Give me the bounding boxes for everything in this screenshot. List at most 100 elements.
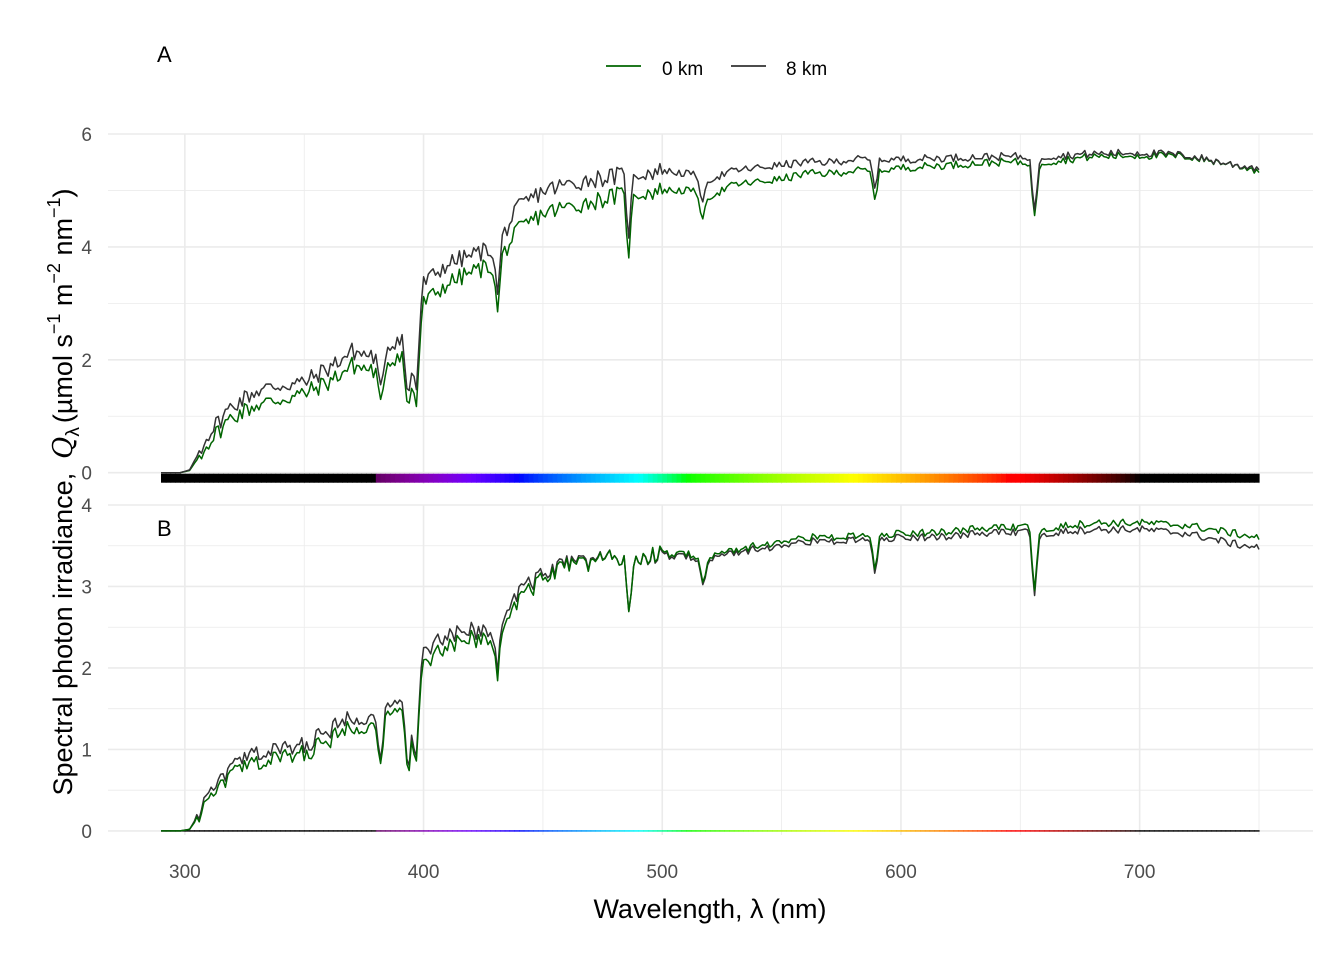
colorbar-segment	[461, 830, 468, 832]
colorbar-segment	[342, 473, 348, 483]
colorbar-segment	[710, 473, 716, 483]
colorbar-segment	[1196, 830, 1203, 832]
colorbar-segment	[1115, 473, 1122, 483]
colorbar-segment	[194, 473, 200, 483]
colorbar-segment	[332, 473, 339, 483]
colorbar-segment	[1187, 473, 1193, 483]
colorbar-segment	[810, 830, 816, 832]
colorbar-segment	[853, 473, 859, 483]
colorbar-segment	[838, 830, 845, 832]
colorbar-segment	[375, 830, 382, 832]
colorbar-segment	[299, 830, 305, 832]
colorbar-segment	[657, 473, 663, 483]
colorbar-segment	[256, 830, 262, 832]
y-axis-symbol: Q	[48, 437, 79, 459]
colorbar-segment	[752, 830, 759, 832]
colorbar-segment	[1187, 830, 1193, 832]
colorbar-segment	[304, 830, 310, 832]
colorbar-segment	[1130, 830, 1136, 832]
colorbar-segment	[1111, 830, 1117, 832]
colorbar-segment	[227, 473, 234, 483]
colorbar-segment	[700, 473, 706, 483]
colorbar-segment	[533, 830, 539, 832]
colorbar-segment	[356, 830, 363, 832]
colorbar-segment	[237, 830, 243, 832]
colorbar-segment	[294, 473, 301, 483]
colorbar-segment	[690, 473, 697, 483]
colorbar-segment	[390, 473, 396, 483]
colorbar-segment	[748, 473, 754, 483]
colorbar-segment	[1196, 473, 1203, 483]
colorbar-segment	[1072, 830, 1079, 832]
colorbar-segment	[877, 830, 883, 832]
colorbar-segment	[566, 473, 573, 483]
colorbar-segment	[547, 473, 554, 483]
colorbar-segment	[1106, 830, 1112, 832]
y-axis-units-mid2: nm	[48, 218, 78, 263]
colorbar-segment	[1158, 473, 1165, 483]
colorbar-segment	[1230, 830, 1236, 832]
colorbar-segment	[996, 473, 1002, 483]
colorbar-segment	[490, 473, 496, 483]
y-tick-label: 3	[81, 577, 92, 598]
colorbar-segment	[1230, 473, 1236, 483]
y-tick-label: 4	[81, 238, 92, 259]
colorbar-segment	[562, 830, 568, 832]
colorbar-segment	[380, 473, 386, 483]
colorbar-segment	[614, 473, 620, 483]
x-tick-label: 600	[885, 862, 917, 883]
colorbar-segment	[552, 830, 558, 832]
colorbar-segment	[958, 473, 964, 483]
colorbar-segment	[738, 473, 745, 483]
colorbar-segment	[275, 830, 281, 832]
colorbar-segment	[585, 473, 592, 483]
colorbar-segment	[948, 830, 955, 832]
colorbar-segment	[872, 830, 878, 832]
colorbar-segment	[1225, 473, 1231, 483]
colorbar-segment	[189, 830, 196, 832]
colorbar-segment	[347, 830, 353, 832]
colorbar-segment	[905, 830, 912, 832]
colorbar-segment	[1158, 830, 1165, 832]
colorbar-segment	[1010, 830, 1017, 832]
colorbar-segment	[1048, 473, 1055, 483]
colorbar-segment	[857, 473, 864, 483]
y-tick-label: 1	[81, 740, 92, 761]
colorbar-segment	[867, 830, 873, 832]
colorbar-segment	[227, 830, 234, 832]
colorbar-segment	[1082, 473, 1088, 483]
colorbar-segment	[351, 830, 358, 832]
colorbar-segment	[834, 473, 840, 483]
colorbar-segment	[371, 473, 377, 483]
colorbar-segment	[394, 473, 401, 483]
colorbar-segment	[963, 473, 969, 483]
legend-label-8km: 8 km	[786, 59, 827, 80]
colorbar-segment	[509, 473, 515, 483]
colorbar-segment	[838, 473, 845, 483]
colorbar-segment	[1144, 473, 1150, 483]
colorbar-segment	[896, 473, 902, 483]
colorbar-segment	[748, 830, 754, 832]
colorbar-segment	[705, 830, 711, 832]
colorbar-segment	[934, 830, 940, 832]
colorbar-segment	[1025, 830, 1031, 832]
colorbar-segment	[843, 473, 850, 483]
colorbar-segment	[380, 830, 386, 832]
colorbar-segment	[805, 473, 811, 483]
colorbar-segment	[480, 830, 487, 832]
colorbar-segment	[743, 473, 749, 483]
colorbar-segment	[328, 830, 334, 832]
colorbar-segment	[896, 830, 902, 832]
colorbar-segment	[862, 830, 869, 832]
colorbar-segment	[514, 830, 520, 832]
y-axis-exp-2: −2	[44, 263, 64, 284]
colorbar-segment	[1025, 473, 1031, 483]
colorbar-segment	[313, 473, 320, 483]
colorbar-segment	[452, 830, 458, 832]
colorbar-segment	[585, 830, 592, 832]
colorbar-segment	[404, 830, 410, 832]
colorbar-segment	[442, 830, 449, 832]
colorbar-segment	[1034, 830, 1040, 832]
colorbar-segment	[595, 473, 601, 483]
y-tick-label: 0	[81, 464, 92, 485]
